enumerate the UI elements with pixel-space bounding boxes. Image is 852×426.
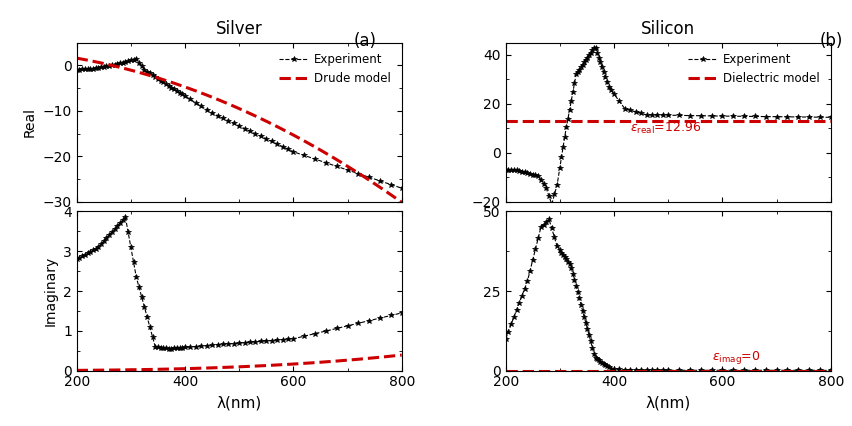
- Title: Silicon: Silicon: [642, 20, 695, 38]
- Drude model: [219, 99, 229, 104]
- Text: (a): (a): [354, 32, 377, 50]
- Experiment: [131, 56, 141, 61]
- Text: (b): (b): [820, 32, 843, 50]
- Dielectric model: [392, 118, 402, 124]
- X-axis label: λ(nm): λ(nm): [646, 395, 691, 410]
- Drude model: [155, 76, 165, 81]
- Experiment: [547, 202, 557, 207]
- Experiment: [636, 111, 646, 116]
- Experiment: [396, 186, 406, 191]
- Title: Silver: Silver: [216, 20, 262, 38]
- Experiment: [77, 67, 87, 72]
- Text: $\varepsilon_{\rm real}$=12.96: $\varepsilon_{\rm real}$=12.96: [630, 121, 701, 136]
- Experiment: [587, 48, 597, 53]
- Experiment: [196, 104, 206, 109]
- Drude model: [130, 69, 140, 74]
- Line: Experiment: Experiment: [503, 45, 833, 207]
- Drude model: [316, 148, 326, 153]
- Experiment: [256, 134, 266, 139]
- Y-axis label: Real: Real: [23, 107, 37, 137]
- Experiment: [589, 45, 599, 50]
- Legend: Experiment, Drude model: Experiment, Drude model: [274, 49, 396, 90]
- Drude model: [396, 200, 406, 205]
- Legend: Experiment, Dielectric model: Experiment, Dielectric model: [683, 49, 825, 90]
- Line: Drude model: Drude model: [77, 58, 401, 202]
- Drude model: [289, 132, 299, 138]
- Dielectric model: [393, 118, 403, 124]
- Drude model: [263, 120, 273, 125]
- Drude model: [72, 55, 82, 60]
- Experiment: [565, 107, 575, 112]
- Experiment: [72, 67, 82, 72]
- Experiment: [126, 58, 136, 63]
- Experiment: [536, 178, 546, 183]
- Text: $\varepsilon_{\rm imag}$=0: $\varepsilon_{\rm imag}$=0: [711, 348, 760, 366]
- Experiment: [514, 168, 524, 173]
- X-axis label: λ(nm): λ(nm): [216, 395, 262, 410]
- Experiment: [501, 167, 511, 173]
- Experiment: [364, 175, 374, 180]
- Y-axis label: Imaginary: Imaginary: [43, 256, 57, 326]
- Experiment: [166, 85, 176, 90]
- Experiment: [578, 62, 588, 67]
- Experiment: [826, 115, 836, 120]
- Line: Experiment: Experiment: [74, 56, 405, 191]
